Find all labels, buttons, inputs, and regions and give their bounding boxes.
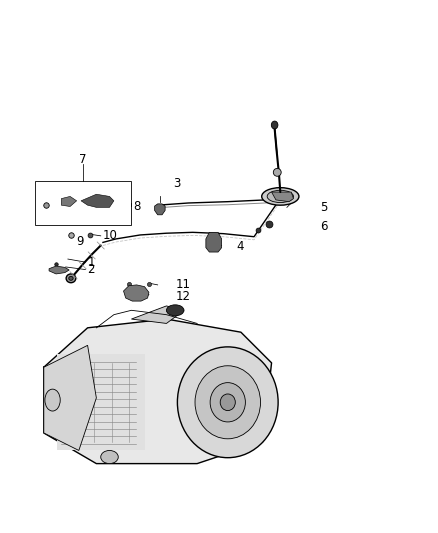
Text: 12: 12 xyxy=(175,290,190,303)
Text: 4: 4 xyxy=(237,240,244,253)
Ellipse shape xyxy=(101,450,118,464)
Text: 2: 2 xyxy=(88,263,95,276)
Text: 11: 11 xyxy=(175,278,190,292)
Ellipse shape xyxy=(45,389,60,411)
Polygon shape xyxy=(44,319,272,464)
Ellipse shape xyxy=(195,366,261,439)
Ellipse shape xyxy=(69,276,73,280)
Text: 10: 10 xyxy=(103,229,118,243)
Polygon shape xyxy=(206,232,222,252)
Ellipse shape xyxy=(66,274,76,282)
Text: 7: 7 xyxy=(79,152,86,166)
Ellipse shape xyxy=(273,168,281,176)
Polygon shape xyxy=(49,266,69,274)
Polygon shape xyxy=(61,197,77,206)
Ellipse shape xyxy=(166,305,184,316)
Polygon shape xyxy=(124,285,149,301)
Polygon shape xyxy=(81,194,114,207)
Ellipse shape xyxy=(177,347,278,458)
Polygon shape xyxy=(57,354,145,450)
Text: 1: 1 xyxy=(88,256,95,269)
Text: 5: 5 xyxy=(320,201,327,214)
Ellipse shape xyxy=(220,394,235,410)
Polygon shape xyxy=(155,204,165,215)
Ellipse shape xyxy=(267,190,293,203)
Ellipse shape xyxy=(271,121,278,129)
Polygon shape xyxy=(44,345,96,450)
Ellipse shape xyxy=(210,383,245,422)
Text: 3: 3 xyxy=(173,177,180,190)
Text: 8: 8 xyxy=(134,199,141,213)
Text: 9: 9 xyxy=(77,235,84,248)
Polygon shape xyxy=(272,192,293,201)
Text: 6: 6 xyxy=(320,220,327,233)
Bar xyxy=(35,181,131,225)
Polygon shape xyxy=(131,306,184,324)
Ellipse shape xyxy=(261,188,299,205)
